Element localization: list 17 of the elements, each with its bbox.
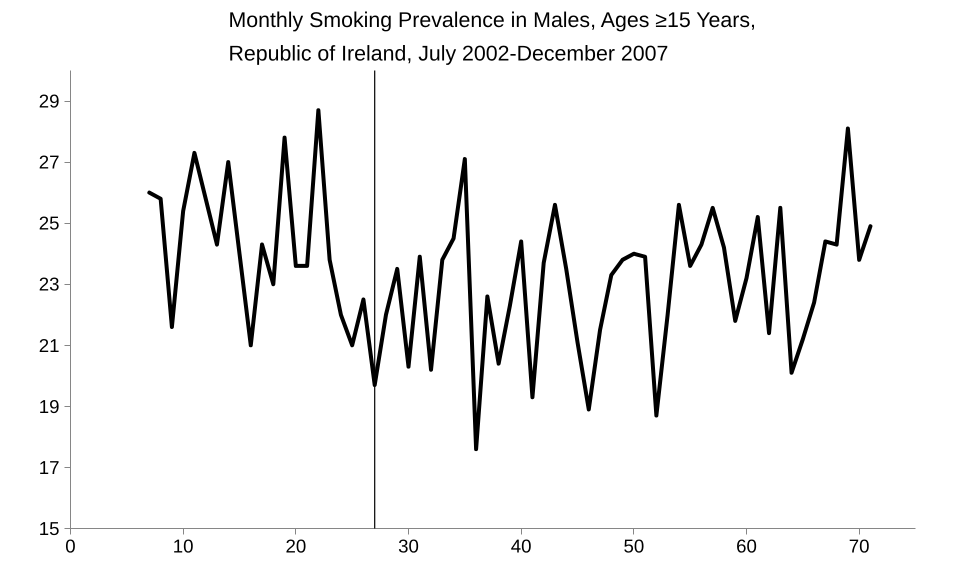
x-tick-label: 10 — [172, 536, 194, 556]
x-tick-label: 70 — [848, 536, 870, 556]
x-tick-label: 40 — [510, 536, 532, 556]
y-tick-label: 15 — [38, 518, 60, 539]
y-tick-label: 19 — [38, 396, 60, 417]
x-tick-label: 0 — [65, 536, 76, 556]
y-tick-label: 29 — [38, 90, 60, 112]
y-tick-label: 23 — [38, 274, 60, 295]
x-tick-label: 20 — [285, 536, 306, 556]
y-tick-label: 25 — [38, 212, 60, 234]
x-tick-label: 60 — [736, 536, 757, 556]
y-tick-label: 21 — [38, 334, 60, 356]
x-tick-label: 30 — [398, 536, 419, 556]
chart-title: Monthly Smoking Prevalence in Males, Ages ≥15 Years, Republic of Ireland, July 2002-December 2007 — [228, 8, 756, 66]
x-tick-label: 50 — [623, 536, 644, 556]
y-tick-label: 17 — [38, 456, 60, 478]
y-tick-label: 27 — [38, 152, 60, 173]
